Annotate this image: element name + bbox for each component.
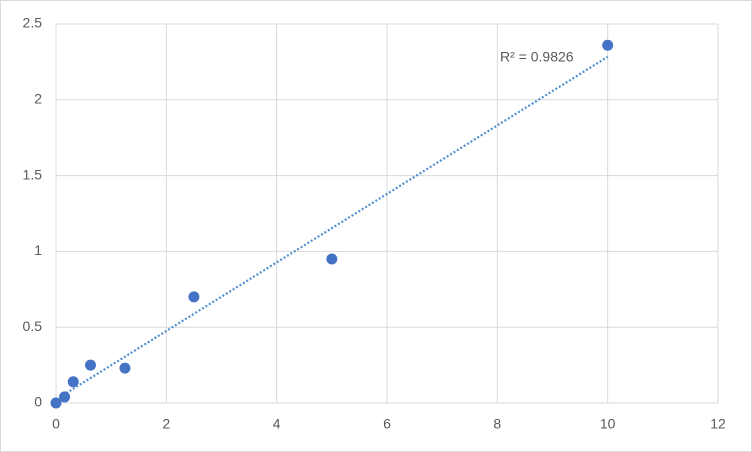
x-tick-label: 0: [52, 416, 60, 432]
point: [602, 39, 614, 51]
point: [50, 397, 62, 409]
y-tick-label: 0.5: [23, 318, 43, 334]
point: [119, 362, 131, 374]
annotation: R² = 0.9826: [500, 49, 574, 65]
x-tick-label: 6: [383, 416, 391, 432]
x-tick-label: 10: [600, 416, 616, 432]
point: [188, 291, 200, 303]
x-tick-label: 12: [710, 416, 726, 432]
point: [67, 376, 79, 388]
y-tick-label: 2: [34, 91, 42, 107]
y-tick-label: 1: [34, 242, 42, 258]
y-tick-label: 0: [34, 394, 42, 410]
trendline: [55, 55, 609, 401]
x-tick-label: 2: [162, 416, 170, 432]
point: [59, 391, 71, 403]
y-tick-label: 2.5: [23, 15, 43, 31]
x-tick-label: 4: [273, 416, 281, 432]
x-tick-label: 8: [493, 416, 501, 432]
y-tick-label: 1.5: [23, 166, 43, 182]
point: [84, 359, 96, 371]
point: [326, 253, 338, 265]
